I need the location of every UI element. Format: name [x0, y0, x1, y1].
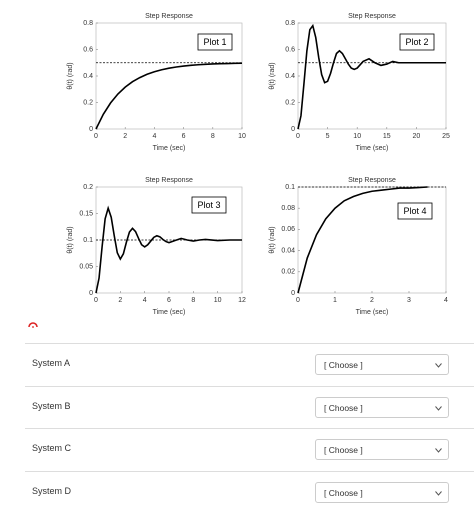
y-tick-label: 0.02: [281, 269, 295, 276]
chevron: [435, 448, 442, 453]
y-axis-label: θ(t) (rad): [67, 226, 74, 253]
y-axis-label: θ(t) (rad): [269, 62, 276, 89]
y-tick-label: 0.04: [281, 247, 295, 254]
plot-label-box: [191, 196, 227, 214]
y-tick-label: 0.4: [285, 73, 295, 80]
plot-label-box: [399, 33, 435, 51]
dropdown-text: [ Choose ]: [324, 445, 363, 455]
question-row: System C [ Choose ]: [25, 428, 474, 471]
chevron: [435, 405, 442, 411]
question-row: System A [ Choose ]: [25, 343, 474, 386]
plot-label: Plot 2: [405, 37, 428, 47]
chart-title: Step Response: [145, 13, 193, 20]
x-tick-label: 6: [167, 297, 171, 304]
x-tick-label: 4: [143, 297, 147, 304]
x-tick-label: 2: [370, 297, 374, 304]
x-tick-label: 3: [407, 297, 411, 304]
y-tick-label: 0: [291, 126, 295, 133]
x-tick-label: 10: [353, 133, 361, 140]
y-tick-label: 0.15: [79, 210, 93, 217]
chart-title: Step Response: [145, 177, 193, 184]
x-tick-label: 8: [211, 133, 215, 140]
choose-dropdown[interactable]: [ Choose ]: [315, 439, 449, 460]
y-tick-label: 0.2: [83, 99, 93, 106]
choose-dropdown[interactable]: [ Choose ]: [315, 481, 449, 503]
warning-icon: [28, 322, 38, 328]
x-axis-label: Time (sec): [356, 145, 389, 152]
chart-title: Step Response: [348, 13, 396, 20]
y-tick-label: 0.2: [285, 99, 295, 106]
x-tick-label: 20: [413, 133, 421, 140]
system-label: System B: [32, 400, 71, 411]
x-axis-label: Time (sec): [356, 309, 389, 316]
plot-label: Plot 4: [403, 206, 426, 216]
y-tick-label: 0.6: [83, 46, 93, 53]
x-tick-label: 2: [123, 133, 127, 140]
y-tick-label: 0.4: [83, 73, 93, 80]
y-tick-label: 0.8: [285, 20, 295, 27]
question-row: System D [ Choose ]: [25, 470, 474, 514]
plot-label: Plot 3: [197, 200, 220, 210]
x-tick-label: 4: [444, 297, 448, 304]
response-line: [95, 205, 242, 294]
chevron: [435, 490, 442, 496]
x-axis-label: Time (sec): [153, 145, 186, 152]
x-axis-label: Time (sec): [153, 309, 186, 316]
x-tick-label: 0: [296, 133, 300, 140]
choose-dropdown[interactable]: [ Choose ]: [315, 354, 449, 375]
dropdown-text: [ Choose ]: [324, 402, 363, 413]
system-label: System D: [32, 485, 72, 496]
y-tick-label: 0.05: [79, 263, 93, 270]
y-tick-label: 0.1: [83, 237, 93, 244]
y-tick-label: 0.1: [285, 184, 295, 191]
x-tick-label: 8: [191, 297, 195, 304]
x-tick-label: 2: [118, 297, 122, 304]
dropdown-text: [ Choose ]: [324, 360, 363, 370]
y-axis-label: θ(t) (rad): [67, 62, 74, 89]
plot-label-box: [397, 202, 433, 220]
response-line: [297, 23, 446, 130]
y-tick-label: 0.06: [281, 226, 295, 233]
x-tick-label: 12: [238, 297, 246, 304]
y-tick-label: 0.8: [83, 20, 93, 27]
x-tick-label: 6: [182, 133, 186, 140]
x-tick-label: 0: [296, 297, 300, 304]
x-tick-label: 0: [94, 133, 98, 140]
y-tick-label: 0.08: [281, 205, 295, 212]
x-tick-label: 25: [442, 133, 450, 140]
chart-title: Step Response: [348, 177, 396, 184]
plot-label-box: [197, 33, 233, 51]
system-label: System C: [32, 443, 72, 453]
x-tick-label: 10: [214, 297, 222, 304]
x-tick-label: 5: [326, 133, 330, 140]
question-row: System B [ Choose ]: [25, 385, 474, 429]
choose-dropdown[interactable]: [ Choose ]: [315, 396, 449, 418]
response-line: [95, 62, 243, 130]
y-tick-label: 0: [89, 290, 93, 297]
x-tick-label: 10: [238, 133, 246, 140]
chevron: [435, 363, 442, 368]
y-tick-label: 0: [291, 290, 295, 297]
response-line: [297, 186, 428, 294]
y-tick-label: 0.6: [285, 46, 295, 53]
system-label: System A: [32, 358, 71, 368]
y-axis-label: θ(t) (rad): [269, 226, 276, 253]
warning-dot: [32, 326, 34, 328]
y-tick-label: 0.2: [83, 184, 93, 191]
x-tick-label: 1: [333, 297, 337, 304]
y-tick-label: 0: [89, 126, 93, 133]
x-tick-label: 0: [94, 297, 98, 304]
dropdown-text: [ Choose ]: [324, 487, 363, 498]
x-tick-label: 4: [152, 133, 156, 140]
plot-label: Plot 1: [203, 37, 226, 47]
x-tick-label: 15: [383, 133, 391, 140]
